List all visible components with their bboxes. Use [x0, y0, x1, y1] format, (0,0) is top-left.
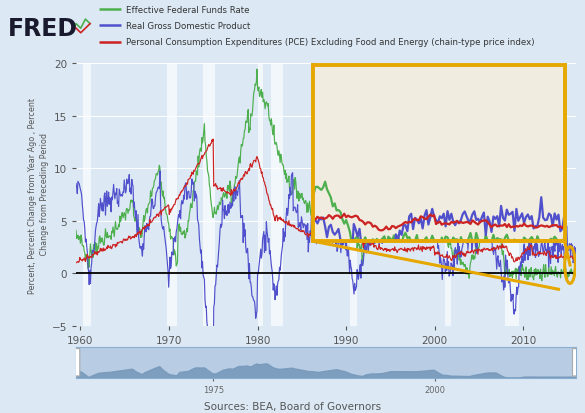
- Bar: [271, 64, 283, 326]
- FancyBboxPatch shape: [73, 349, 80, 376]
- Text: Real Gross Domestic Product: Real Gross Domestic Product: [126, 22, 250, 31]
- Y-axis label: Percent, Percent Change from Year Ago , Percent
 Change from Preceding Period: Percent, Percent Change from Year Ago , …: [28, 97, 49, 293]
- Text: FRED: FRED: [8, 17, 78, 41]
- Text: Personal Consumption Expenditures (PCE) Excluding Food and Energy (chain-type pr: Personal Consumption Expenditures (PCE) …: [126, 38, 534, 47]
- Bar: [504, 64, 519, 326]
- Bar: [167, 64, 177, 326]
- Bar: [445, 64, 452, 326]
- FancyBboxPatch shape: [573, 349, 580, 376]
- Bar: [257, 64, 263, 326]
- Text: Sources: BEA, Board of Governors: Sources: BEA, Board of Governors: [204, 401, 381, 411]
- Bar: [83, 64, 91, 326]
- Bar: [350, 64, 357, 326]
- Bar: [202, 64, 215, 326]
- Text: Effective Federal Funds Rate: Effective Federal Funds Rate: [126, 6, 249, 14]
